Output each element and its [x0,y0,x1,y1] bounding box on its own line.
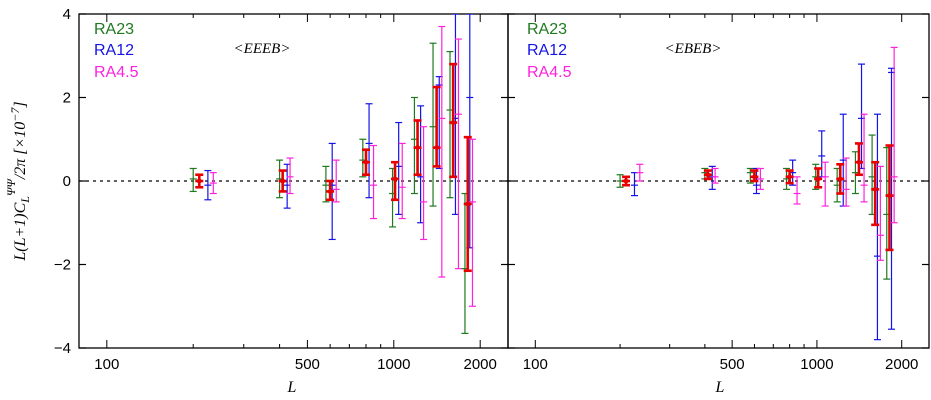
data-marks-left [189,14,476,334]
errorbar-point-combined [361,148,370,177]
errorbar-point-ra45 [209,172,217,195]
errorbar-point-ra23 [410,96,418,195]
errorbar-point-combined [703,169,712,181]
y-tick-label: −2 [54,257,71,274]
errorbar-point-ra45 [860,113,868,203]
errorbar-point-combined [785,169,794,185]
errorbar-point-ra45 [438,25,446,278]
errorbar-point-ra45 [711,167,719,184]
errorbar-point-ra23 [276,159,284,199]
errorbar-point-combined [871,160,880,227]
panel-left: −4 −2 0 2 4 100 500 1000 2000 RA23 RA12 RA4.5 <… [54,6,509,396]
errorbar-point-ra45 [821,161,829,207]
errorbar-point-combined [449,62,458,179]
legend-right: RA23 RA12 RA4.5 [527,21,572,81]
legend-label-ra45: RA4.5 [527,64,572,81]
errorbar-point-combined [836,163,845,195]
y-ticks-left: −4 −2 0 2 4 [54,6,508,357]
errorbar-point-ra45 [398,142,406,220]
errorbar-point-combined [854,142,863,177]
x-tick-label: 2000 [885,356,918,373]
x-ticks-left: 100 500 1000 2000 [94,14,497,373]
panel-right: 100 500 1000 2000 RA23 RA12 RA4.5 <EBEB> L [507,13,930,396]
x-axis-label-left: L [287,379,297,396]
errorbar-point-ra45 [756,167,764,190]
errorbar-point-ra45 [286,157,294,195]
y-tick-label: −4 [54,340,71,357]
errorbar-point-ra12 [888,67,896,330]
x-tick-label: 1000 [377,356,410,373]
x-tick-label: 2000 [464,356,497,373]
legend-label-ra12: RA12 [527,42,567,59]
errorbar-point-combined [622,175,631,187]
errorbar-point-ra45 [793,176,801,205]
y-tick-label: 2 [63,90,71,107]
errorbar-point-combined [326,179,335,202]
errorbar-point-combined [463,135,472,273]
legend-label-ra12: RA12 [94,42,134,59]
errorbar-point-ra45 [454,38,462,270]
y-tick-label: 0 [63,173,71,190]
errorbar-point-ra12 [873,113,881,341]
errorbar-point-ra12 [204,169,212,201]
legend-label-ra23: RA23 [527,21,567,38]
errorbar-point-ra45 [876,165,884,261]
errorbar-point-ra45 [370,144,378,220]
errorbar-point-combined [413,119,422,177]
x-tick-label: 500 [720,356,745,373]
x-ticks-right: 100 500 1000 2000 [523,14,918,373]
x-tick-label: 100 [94,356,119,373]
errorbar-point-combined [195,173,204,189]
data-marks-right [616,46,898,341]
x-tick-label: 500 [295,356,320,373]
x-tick-label: 1000 [800,356,833,373]
errorbar-point-ra12 [417,105,425,224]
y-tick-label: 4 [63,6,71,23]
errorbar-point-ra45 [420,126,428,241]
errorbar-point-ra12 [630,172,638,197]
errorbar-point-ra23 [746,167,754,184]
errorbar-point-ra45 [468,138,476,307]
errorbar-point-combined [278,169,287,193]
errorbar-point-ra45 [636,163,644,182]
errorbar-point-ra23 [189,167,197,193]
panel-title-right: <EBEB> [665,41,722,57]
panel-title-left: <EEEB> [234,41,291,57]
legend-label-ra23: RA23 [94,21,134,38]
errorbar-point-ra45 [332,159,340,203]
errorbar-point-ra45 [842,157,850,207]
errorbar-point-combined [432,85,441,168]
legend-label-ra45: RA4.5 [94,64,139,81]
x-axis-label-right: L [715,379,725,396]
errorbar-point-combined [750,169,759,183]
y-axis-label: L(L+1)CLΨΨ/2π [×10−7] [4,101,32,261]
errorbar-point-combined [814,167,823,189]
errorbar-point-combined [885,144,894,252]
legend-left: RA23 RA12 RA4.5 [94,21,139,81]
x-tick-label: 100 [523,356,548,373]
errorbar-point-ra23 [322,165,330,203]
errorbar-point-ra45 [890,46,898,224]
errorbar-point-combined [391,160,400,202]
